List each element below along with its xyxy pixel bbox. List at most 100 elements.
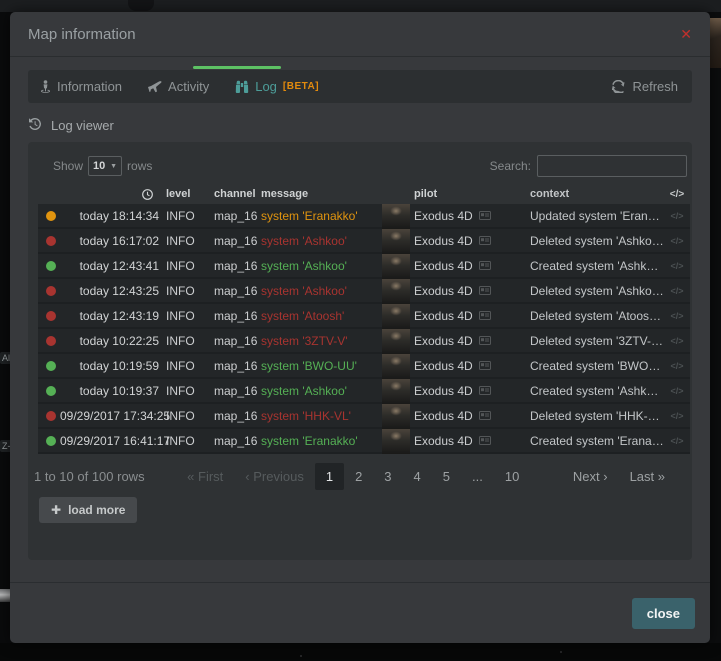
pilot-avatar	[382, 229, 410, 254]
tab-label: Log	[255, 79, 277, 94]
pagination-end: Next › Last »	[562, 463, 676, 490]
row-code-icon[interactable]: </>	[664, 286, 690, 296]
header-channel[interactable]: channel	[210, 188, 258, 200]
log-context: Created system 'Ashkoo' ...	[528, 259, 664, 273]
table-row[interactable]: today 10:22:25 INFO map_16 system '3ZTV-…	[38, 329, 690, 354]
load-more-button[interactable]: ✚ load more	[39, 497, 137, 523]
log-channel: map_16	[210, 409, 258, 423]
active-tab-indicator	[193, 66, 281, 69]
table-row[interactable]: 09/29/2017 17:34:25 INFO map_16 system '…	[38, 404, 690, 429]
pagination-last[interactable]: Last »	[619, 463, 676, 490]
table-row[interactable]: 09/29/2017 16:41:17 INFO map_16 system '…	[38, 429, 690, 454]
row-code-icon[interactable]: </>	[664, 236, 690, 246]
pilot-card-icon	[479, 284, 491, 298]
log-context: Deleted system 'Ashkoo' ...	[528, 234, 664, 248]
pagination-page[interactable]: 4	[403, 463, 432, 490]
log-viewer-title: Log viewer	[51, 118, 114, 133]
pilot-card-icon	[479, 384, 491, 398]
street-view-icon	[40, 80, 51, 93]
status-dot	[46, 211, 56, 221]
pilot-card-icon	[479, 234, 491, 248]
pagination-first[interactable]: « First	[176, 463, 234, 490]
tab-label: Information	[57, 79, 122, 94]
header-pilot[interactable]: pilot	[410, 188, 528, 200]
log-context: Deleted system 'Atoosh' #...	[528, 309, 664, 323]
row-code-icon[interactable]: </>	[664, 361, 690, 371]
pagination-page[interactable]: 1	[315, 463, 344, 490]
status-dot	[46, 286, 56, 296]
log-message: system 'Ashkoo'	[258, 384, 382, 398]
table-row[interactable]: today 10:19:37 INFO map_16 system 'Ashko…	[38, 379, 690, 404]
table-row[interactable]: today 16:17:02 INFO map_16 system 'Ashko…	[38, 229, 690, 254]
header-context[interactable]: context	[528, 188, 664, 200]
log-level: INFO	[159, 309, 210, 323]
background-left-strip	[0, 12, 10, 661]
pilot-card-icon	[479, 359, 491, 373]
table-row[interactable]: today 18:14:34 INFO map_16 system 'Erana…	[38, 204, 690, 229]
log-message: system 'Ashkoo'	[258, 259, 382, 273]
log-message: system 'BWO-UU'	[258, 359, 382, 373]
log-level: INFO	[159, 209, 210, 223]
pagination-page[interactable]: 3	[373, 463, 402, 490]
dialog-footer: close	[10, 582, 710, 643]
log-message: system 'Eranakko'	[258, 434, 382, 448]
background-starfield	[0, 643, 721, 661]
row-code-icon[interactable]: </>	[664, 311, 690, 321]
screen: Ali Z- Map information ✕ Information Ac	[0, 0, 721, 661]
page-size-select[interactable]: 10 ▼	[88, 156, 122, 176]
plus-icon: ✚	[51, 503, 61, 517]
table-row[interactable]: today 12:43:25 INFO map_16 system 'Ashko…	[38, 279, 690, 304]
header-level[interactable]: level	[159, 188, 210, 200]
pilot-avatar	[382, 329, 410, 354]
log-time: today 10:19:59	[60, 359, 159, 373]
pilot-name: Exodus 4D	[414, 384, 473, 398]
log-level: INFO	[159, 284, 210, 298]
log-time: 09/29/2017 16:41:17	[60, 434, 159, 448]
pilot-avatar	[382, 204, 410, 229]
log-context: Created system 'Ashkoo' ...	[528, 384, 664, 398]
page-size-value: 10	[93, 160, 105, 172]
tab-log[interactable]: Log [BETA]	[224, 70, 330, 103]
table-row[interactable]: today 12:43:19 INFO map_16 system 'Atoos…	[38, 304, 690, 329]
background-top-bar	[0, 0, 721, 12]
header-message[interactable]: message	[258, 188, 382, 200]
log-channel: map_16	[210, 234, 258, 248]
row-code-icon[interactable]: </>	[664, 336, 690, 346]
table-row[interactable]: today 12:43:41 INFO map_16 system 'Ashko…	[38, 254, 690, 279]
close-button[interactable]: close	[632, 598, 695, 629]
pagination-page[interactable]: 2	[344, 463, 373, 490]
pilot-card-icon	[479, 334, 491, 348]
chevron-down-icon: ▼	[110, 163, 117, 170]
log-context: Deleted system '3ZTV-V' #...	[528, 334, 664, 348]
pagination-page[interactable]: 5	[432, 463, 461, 490]
row-code-icon[interactable]: </>	[664, 436, 690, 446]
pagination-pages: « First ‹ Previous 12345...10	[176, 463, 530, 490]
log-level: INFO	[159, 259, 210, 273]
pilot-card-icon	[479, 434, 491, 448]
log-table: level channel message pilot context </> …	[38, 186, 690, 454]
pilot-avatar	[382, 404, 410, 429]
pilot-name: Exodus 4D	[414, 334, 473, 348]
pagination-page[interactable]: 10	[494, 463, 530, 490]
log-time: today 10:22:25	[60, 334, 159, 348]
clock-icon[interactable]	[60, 189, 159, 200]
beta-badge: [BETA]	[283, 81, 319, 92]
search-input[interactable]	[537, 155, 687, 177]
show-label: Show	[53, 159, 83, 173]
log-table-body: today 18:14:34 INFO map_16 system 'Erana…	[38, 204, 690, 454]
refresh-button[interactable]: Refresh	[612, 79, 680, 94]
table-row[interactable]: today 10:19:59 INFO map_16 system 'BWO-U…	[38, 354, 690, 379]
row-code-icon[interactable]: </>	[664, 211, 690, 221]
pagination-next[interactable]: Next ›	[562, 463, 619, 490]
table-header-row: level channel message pilot context </>	[38, 186, 690, 202]
row-code-icon[interactable]: </>	[664, 261, 690, 271]
pilot-name: Exodus 4D	[414, 309, 473, 323]
tab-information[interactable]: Information	[40, 70, 133, 103]
row-code-icon[interactable]: </>	[664, 411, 690, 421]
close-icon[interactable]: ✕	[680, 27, 692, 41]
row-code-icon[interactable]: </>	[664, 386, 690, 396]
log-channel: map_16	[210, 309, 258, 323]
tab-activity[interactable]: Activity	[137, 70, 220, 103]
pilot-name: Exodus 4D	[414, 409, 473, 423]
pagination-previous[interactable]: ‹ Previous	[234, 463, 315, 490]
